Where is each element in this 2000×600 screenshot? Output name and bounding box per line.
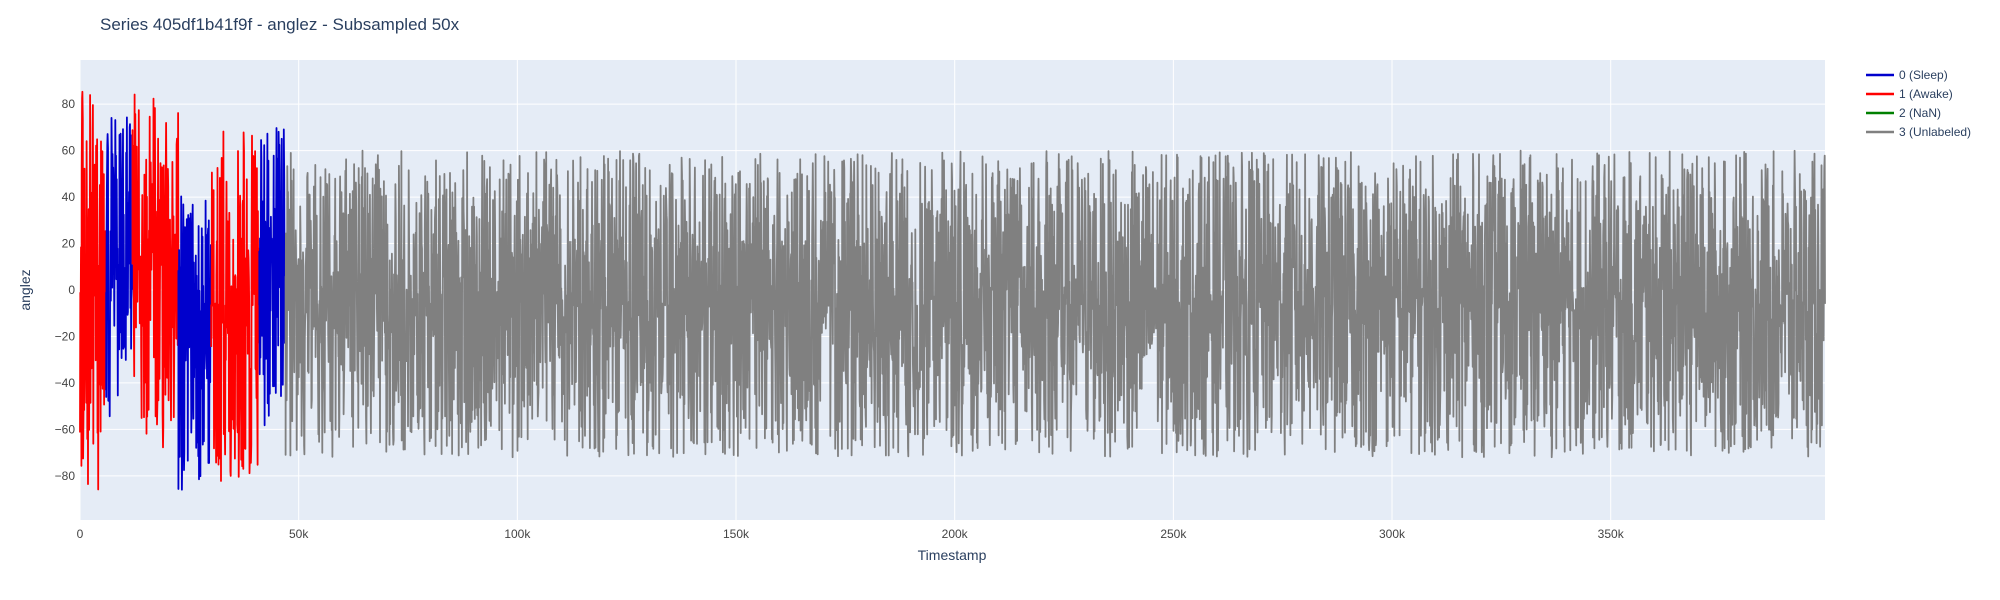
legend-label: 0 (Sleep) — [1899, 68, 1948, 82]
x-tick-label: 250k — [1160, 527, 1187, 541]
legend-label: 2 (NaN) — [1899, 106, 1941, 120]
x-axis-title: Timestamp — [918, 547, 987, 563]
y-axis-title: anglez — [17, 269, 33, 310]
x-tick-label: 350k — [1598, 527, 1625, 541]
y-tick-label: 80 — [62, 97, 76, 111]
y-tick-label: 0 — [68, 283, 75, 297]
series-line-segment[interactable] — [284, 149, 1826, 459]
chart-title: Series 405df1b41f9f - anglez - Subsample… — [100, 15, 460, 34]
y-tick-label: −60 — [55, 422, 76, 436]
legend-item[interactable]: 0 (Sleep) — [1866, 68, 1948, 82]
y-tick-label: −80 — [55, 469, 76, 483]
y-tick-label: 60 — [62, 144, 76, 158]
legend-item[interactable]: 2 (NaN) — [1866, 106, 1941, 120]
x-tick-label: 0 — [77, 527, 84, 541]
series-line-segment[interactable] — [131, 93, 180, 449]
y-tick-label: −20 — [55, 329, 76, 343]
x-tick-labels: 0 50k 100k 150k 200k 250k 300k 350k — [77, 527, 1625, 541]
x-tick-label: 300k — [1379, 527, 1406, 541]
y-tick-labels: −80 −60 −40 −20 0 20 40 60 80 — [55, 97, 76, 483]
series-line-segment[interactable] — [105, 116, 134, 418]
legend[interactable]: 0 (Sleep) 1 (Awake) 2 (NaN) 3 (Unlabeled) — [1866, 68, 1971, 139]
series-line-segment[interactable] — [210, 130, 261, 482]
series-line-segment[interactable] — [258, 127, 287, 427]
series-line-segment[interactable] — [79, 90, 108, 491]
legend-item[interactable]: 1 (Awake) — [1866, 87, 1953, 101]
y-tick-label: 20 — [62, 237, 76, 251]
x-tick-label: 50k — [289, 527, 309, 541]
series-lines[interactable] — [79, 90, 1826, 491]
y-tick-label: −40 — [55, 376, 76, 390]
series-line-segment[interactable] — [177, 195, 213, 491]
y-tick-label: 40 — [62, 190, 76, 204]
x-tick-label: 200k — [942, 527, 969, 541]
x-tick-label: 100k — [504, 527, 531, 541]
legend-label: 3 (Unlabeled) — [1899, 125, 1971, 139]
legend-item[interactable]: 3 (Unlabeled) — [1866, 125, 1971, 139]
legend-label: 1 (Awake) — [1899, 87, 1953, 101]
x-tick-label: 150k — [723, 527, 750, 541]
